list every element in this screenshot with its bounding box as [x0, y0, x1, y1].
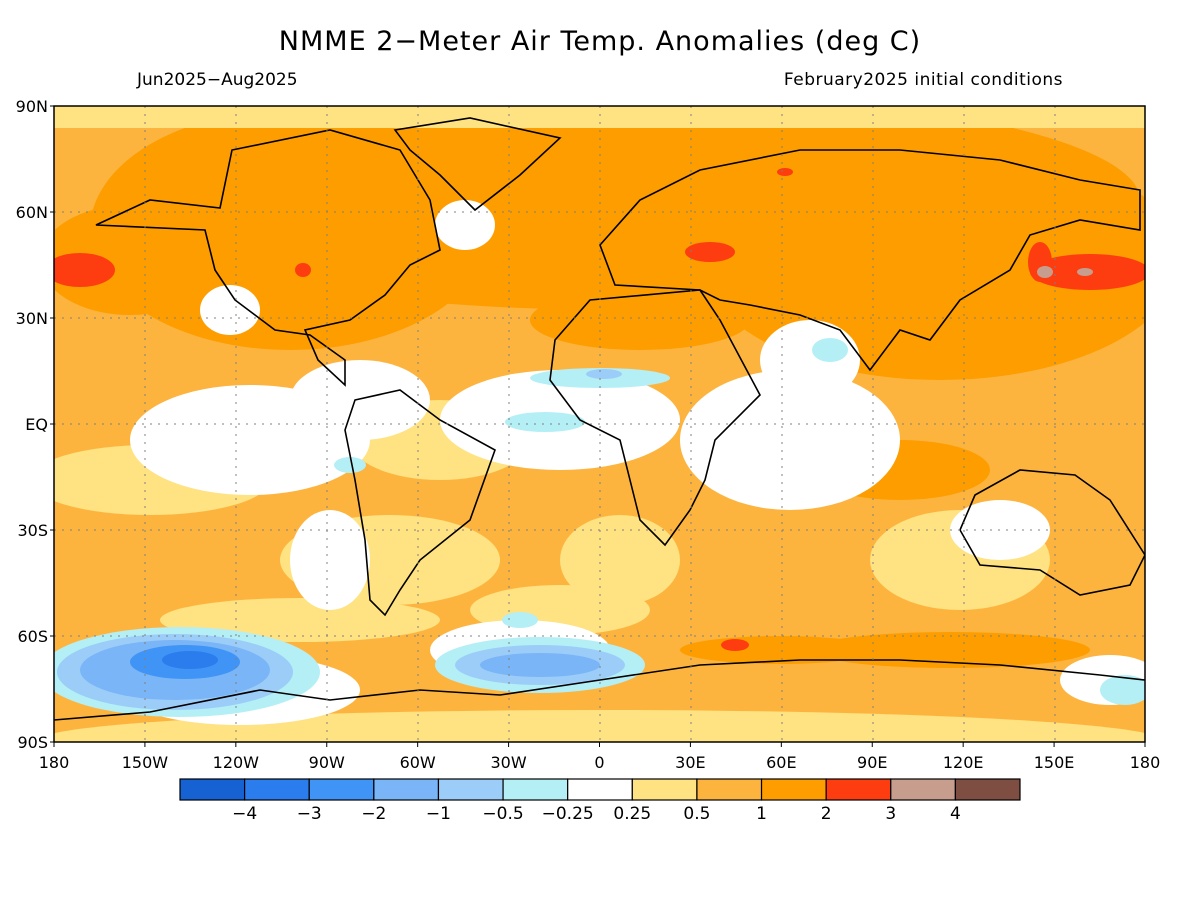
lat-label: 60S: [17, 627, 48, 646]
colorbar: −4 −3 −2 −1 −0.5 −0.25 0.25 0.5 1 2 3 4: [179, 778, 1021, 824]
colorbar-label: 3: [885, 804, 896, 824]
lon-label: 0: [594, 753, 604, 772]
colorbar-swatch: [825, 778, 892, 801]
colorbar-label: 0.5: [683, 804, 710, 824]
lon-label: 90E: [857, 753, 887, 772]
colorbar-label: 1: [756, 804, 767, 824]
map-title: NMME 2−Meter Air Temp. Anomalies (deg C): [278, 26, 922, 57]
colorbar-swatch: [179, 778, 246, 801]
lon-label: 120E: [943, 753, 984, 772]
lat-label: EQ: [25, 415, 48, 434]
colorbar-label: −1: [426, 804, 451, 824]
colorbar-swatch: [954, 778, 1021, 801]
lat-label: 30S: [17, 521, 48, 540]
colorbar-label: −4: [232, 804, 257, 824]
lat-label: 30N: [16, 309, 48, 328]
lon-label: 60W: [400, 753, 436, 772]
lon-label: 30W: [490, 753, 526, 772]
coastlines: [54, 117, 1145, 721]
colorbar-swatch: [437, 778, 504, 801]
colorbar-label: −3: [297, 804, 322, 824]
lon-label: 30E: [675, 753, 705, 772]
colorbar-swatch: [308, 778, 375, 801]
lat-label: 60N: [16, 203, 48, 222]
lon-label: 60E: [766, 753, 796, 772]
colorbar-swatch: [244, 778, 310, 801]
colorbar-swatch: [890, 778, 956, 801]
lat-label: 90S: [17, 733, 48, 752]
lon-label: 120W: [213, 753, 260, 772]
colorbar-swatch: [567, 778, 633, 801]
colorbar-label: −0.5: [482, 804, 523, 824]
colorbar-swatch: [760, 778, 827, 801]
longitude-labels: 180 150W 120W 90W 60W 30W 0 30E 60E 90E 120E 150E 18…: [39, 742, 1161, 772]
colorbar-label: 0.25: [613, 804, 651, 824]
colorbar-swatch: [502, 778, 569, 801]
graticule: [54, 106, 1145, 742]
lon-label: 180: [39, 753, 70, 772]
colorbar-swatch: [631, 778, 698, 801]
lon-label: 180: [1130, 753, 1161, 772]
forecast-period: Jun2025−Aug2025: [137, 70, 298, 90]
colorbar-label: −2: [361, 804, 386, 824]
lon-label: 150W: [122, 753, 169, 772]
colorbar-swatch: [373, 778, 440, 801]
colorbar-label: 2: [821, 804, 832, 824]
colorbar-label: −0.25: [542, 804, 594, 824]
initial-conditions: February2025 initial conditions: [783, 70, 1063, 90]
latitude-labels: 90N 60N 30N EQ 30S 60S 90S: [16, 97, 54, 752]
colorbar-swatch: [696, 778, 763, 801]
anomaly-field: [54, 106, 1145, 742]
lon-label: 150E: [1034, 753, 1075, 772]
lat-label: 90N: [16, 97, 48, 116]
colorbar-label: 4: [950, 804, 961, 824]
lon-label: 90W: [309, 753, 345, 772]
